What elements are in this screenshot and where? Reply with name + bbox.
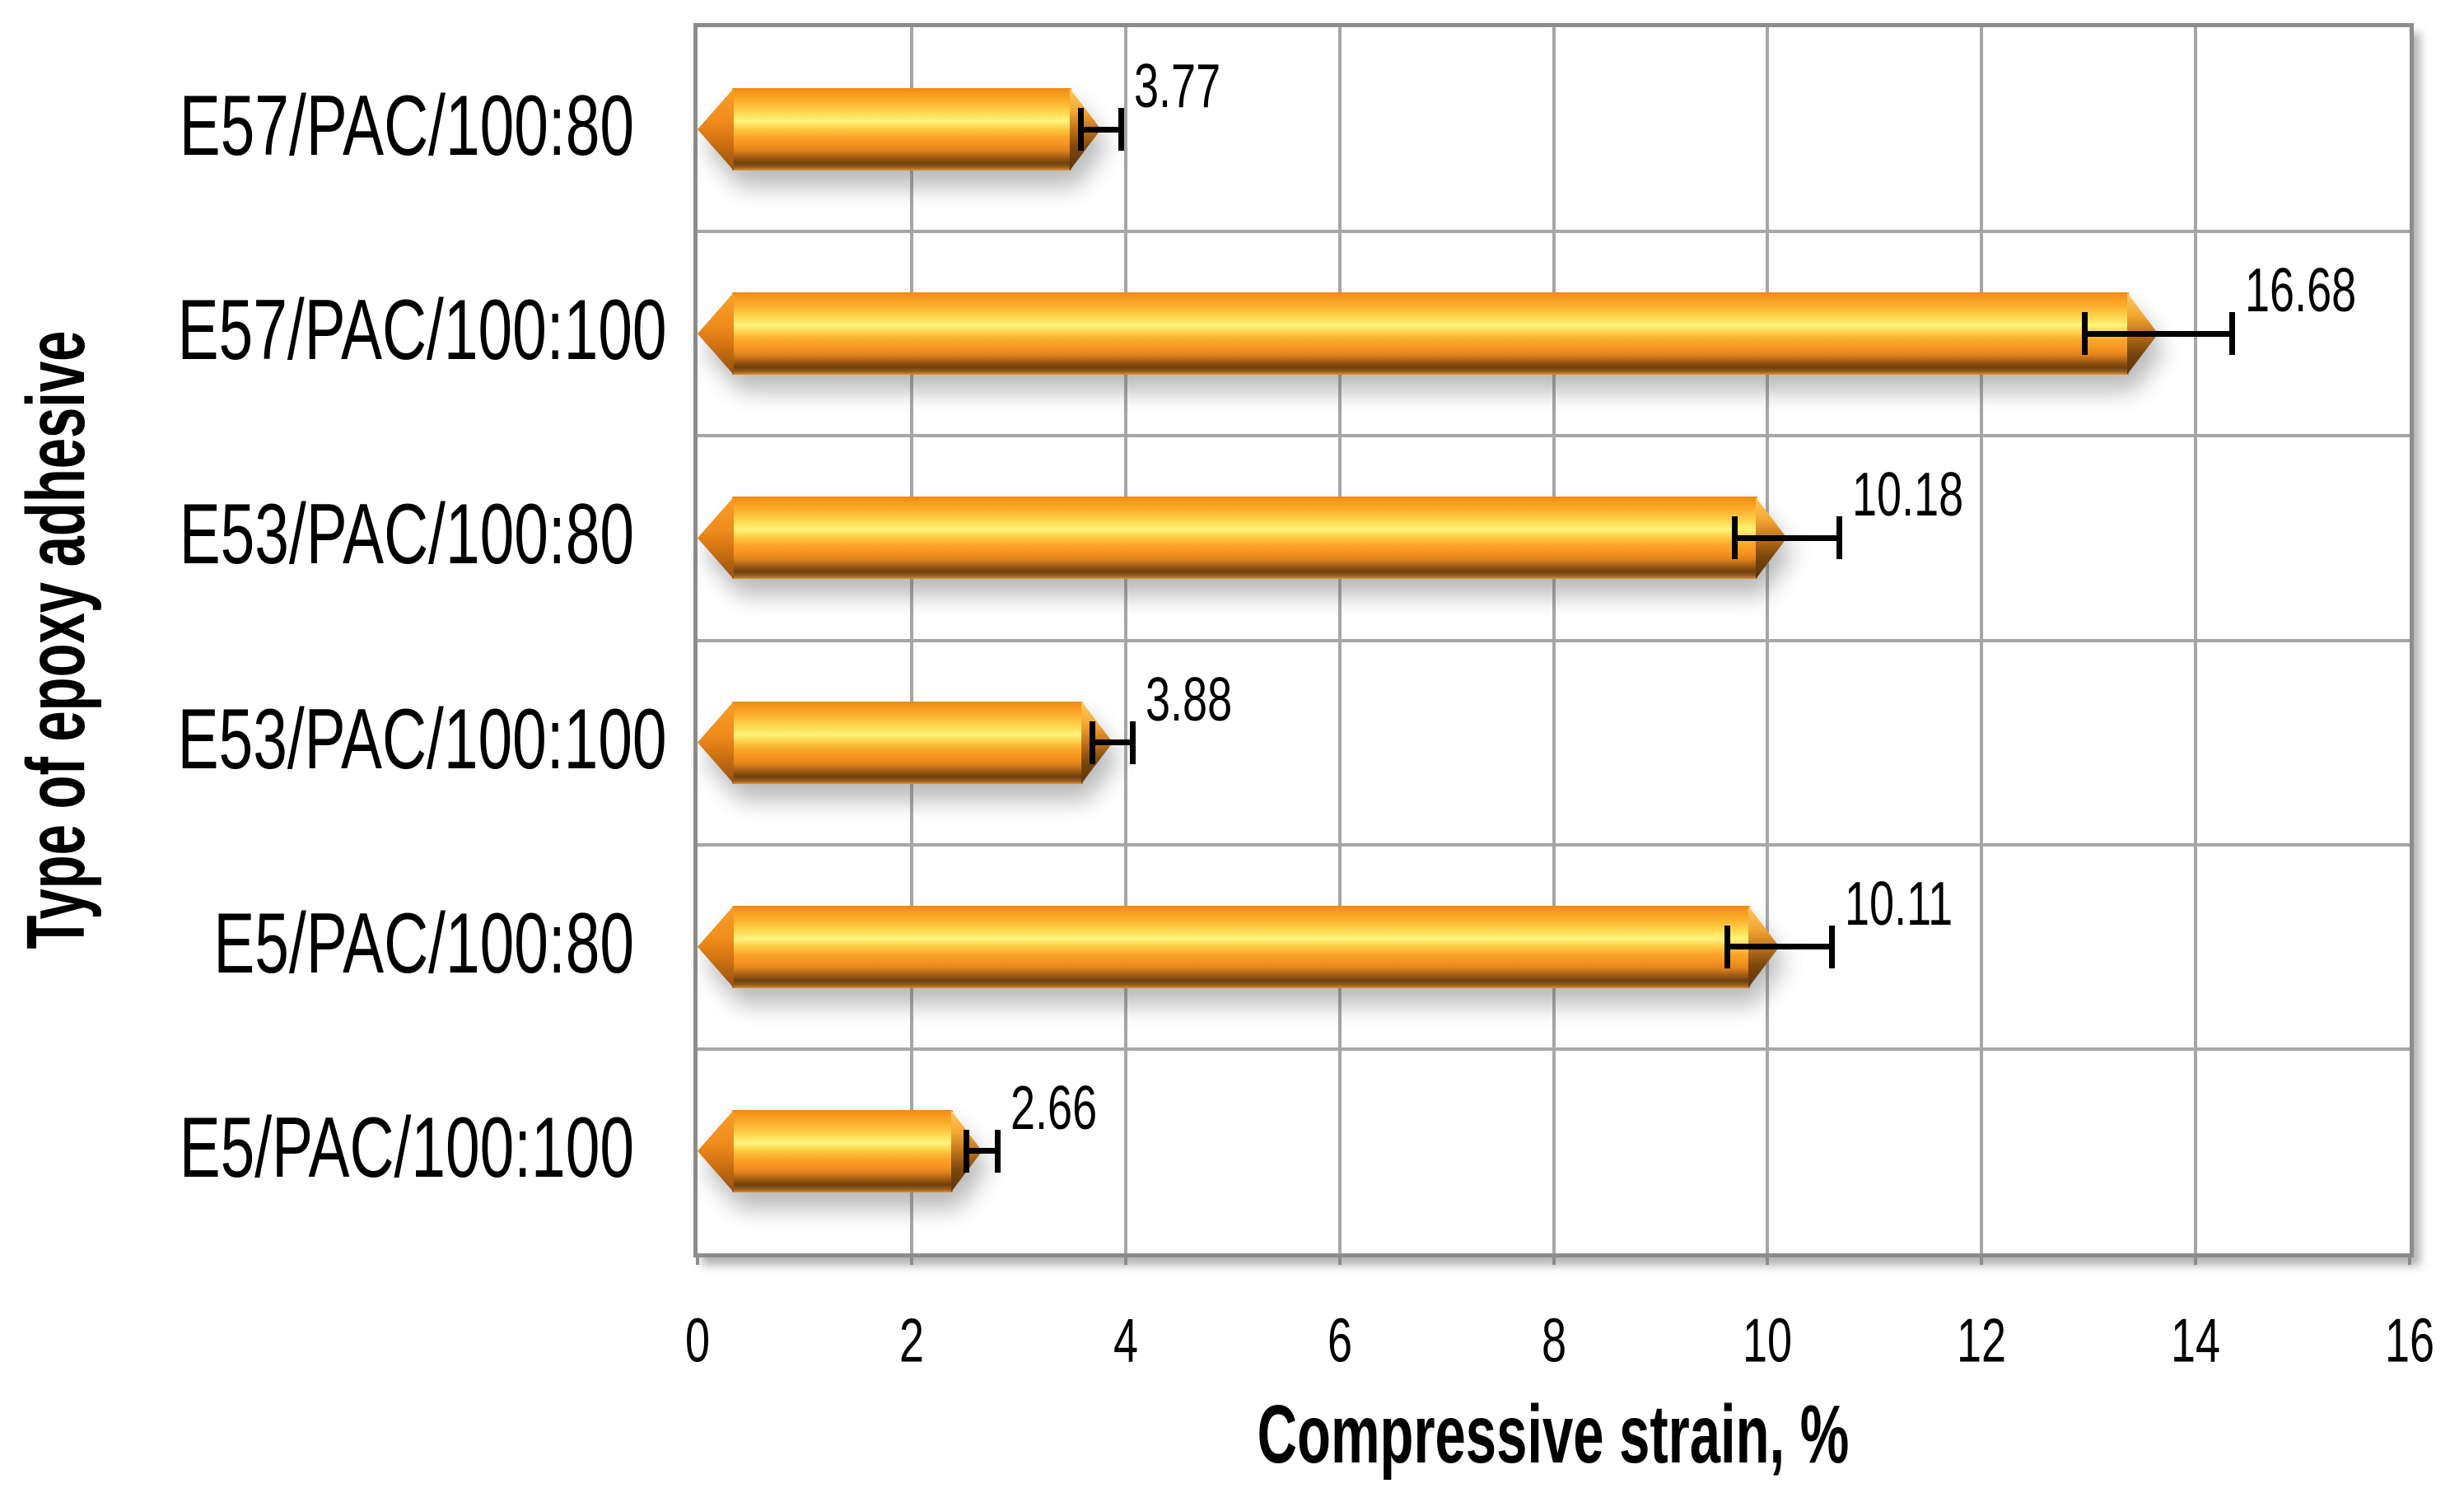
bar-left-bevel	[698, 905, 734, 988]
data-label: 3.77	[1133, 51, 1220, 121]
error-bar-left-cap	[1724, 925, 1730, 968]
error-bar-left-cap	[2081, 312, 2088, 356]
bar-body	[732, 292, 2129, 376]
error-bar-right-cap	[1828, 925, 1835, 968]
axis-tick-mark	[1766, 1253, 1770, 1265]
x-axis-tick-label: 8	[1541, 1305, 1566, 1375]
bar	[698, 497, 1787, 580]
data-label: 10.18	[1851, 459, 1963, 529]
x-axis-tick-label: 0	[684, 1305, 711, 1375]
error-bar-left-cap	[1090, 721, 1096, 764]
bar-left-bevel	[698, 497, 734, 580]
category-label: E53/PAC/100:80	[179, 487, 635, 583]
bar-body	[732, 497, 1757, 580]
category-label: E5/PAC/100:80	[213, 895, 634, 991]
bar	[698, 88, 1101, 171]
data-label: 2.66	[1010, 1072, 1098, 1142]
x-axis-tick-label: 6	[1327, 1305, 1352, 1375]
error-bar-right-cap	[1130, 721, 1136, 764]
error-bar	[1731, 516, 1842, 560]
data-label: 16.68	[2244, 255, 2356, 325]
horizontal-gridline	[698, 1047, 2410, 1051]
x-axis-tick-label: 12	[1957, 1305, 2007, 1375]
bar	[698, 701, 1113, 784]
category-label: E5/PAC/100:100	[179, 1099, 635, 1196]
bar-body	[732, 1109, 953, 1192]
axis-tick-mark	[696, 1253, 699, 1265]
bar	[698, 292, 2158, 376]
data-label: 10.11	[1844, 868, 1953, 938]
error-bar-left-cap	[1077, 108, 1084, 152]
y-axis-title: Type of epoxy adhesive	[10, 330, 102, 949]
x-axis-tick-label: 4	[1113, 1305, 1138, 1375]
bar	[698, 905, 1780, 988]
axis-tick-mark	[1337, 1253, 1342, 1265]
category-label: E57/PAC/100:100	[177, 282, 667, 379]
axis-tick-mark	[1980, 1253, 1984, 1265]
error-bar	[1090, 721, 1136, 764]
category-label: E53/PAC/100:100	[177, 691, 667, 787]
axis-tick-mark	[2408, 1253, 2411, 1265]
bar-left-bevel	[698, 701, 734, 784]
error-bar	[2081, 312, 2235, 356]
error-bar	[1077, 108, 1124, 152]
bar-body	[732, 88, 1071, 171]
horizontal-gridline	[698, 842, 2410, 847]
error-bar-right-cap	[1118, 108, 1124, 152]
error-bar-right-cap	[995, 1129, 1001, 1173]
error-bar	[963, 1129, 1001, 1173]
error-bar-right-cap	[2228, 312, 2235, 356]
x-axis-tick-label: 16	[2384, 1305, 2435, 1375]
axis-tick-mark	[1552, 1253, 1556, 1265]
bar	[698, 1109, 982, 1192]
x-axis-tick-label: 2	[898, 1305, 924, 1375]
bar-left-bevel	[698, 1109, 734, 1192]
horizontal-gridline	[698, 230, 2410, 234]
bar-left-bevel	[698, 88, 734, 171]
x-axis-title: Compressive strain, %	[1257, 1388, 1850, 1481]
axis-tick-mark	[1123, 1253, 1127, 1265]
category-label: E57/PAC/100:80	[179, 77, 635, 174]
x-axis-tick-label: 10	[1743, 1305, 1793, 1375]
axis-tick-mark	[2194, 1253, 2198, 1265]
x-axis-tick-label: 14	[2171, 1305, 2221, 1375]
error-bar-right-cap	[1836, 516, 1842, 560]
error-bar	[1724, 925, 1835, 968]
bar-body	[732, 905, 1750, 988]
bar-left-bevel	[698, 292, 734, 376]
axis-tick-mark	[909, 1253, 913, 1265]
error-bar-left-cap	[1731, 516, 1738, 560]
bar-body	[732, 701, 1084, 784]
data-label: 3.88	[1146, 664, 1233, 734]
horizontal-gridline	[698, 434, 2410, 438]
error-bar-left-cap	[963, 1129, 969, 1173]
horizontal-gridline	[698, 638, 2410, 642]
